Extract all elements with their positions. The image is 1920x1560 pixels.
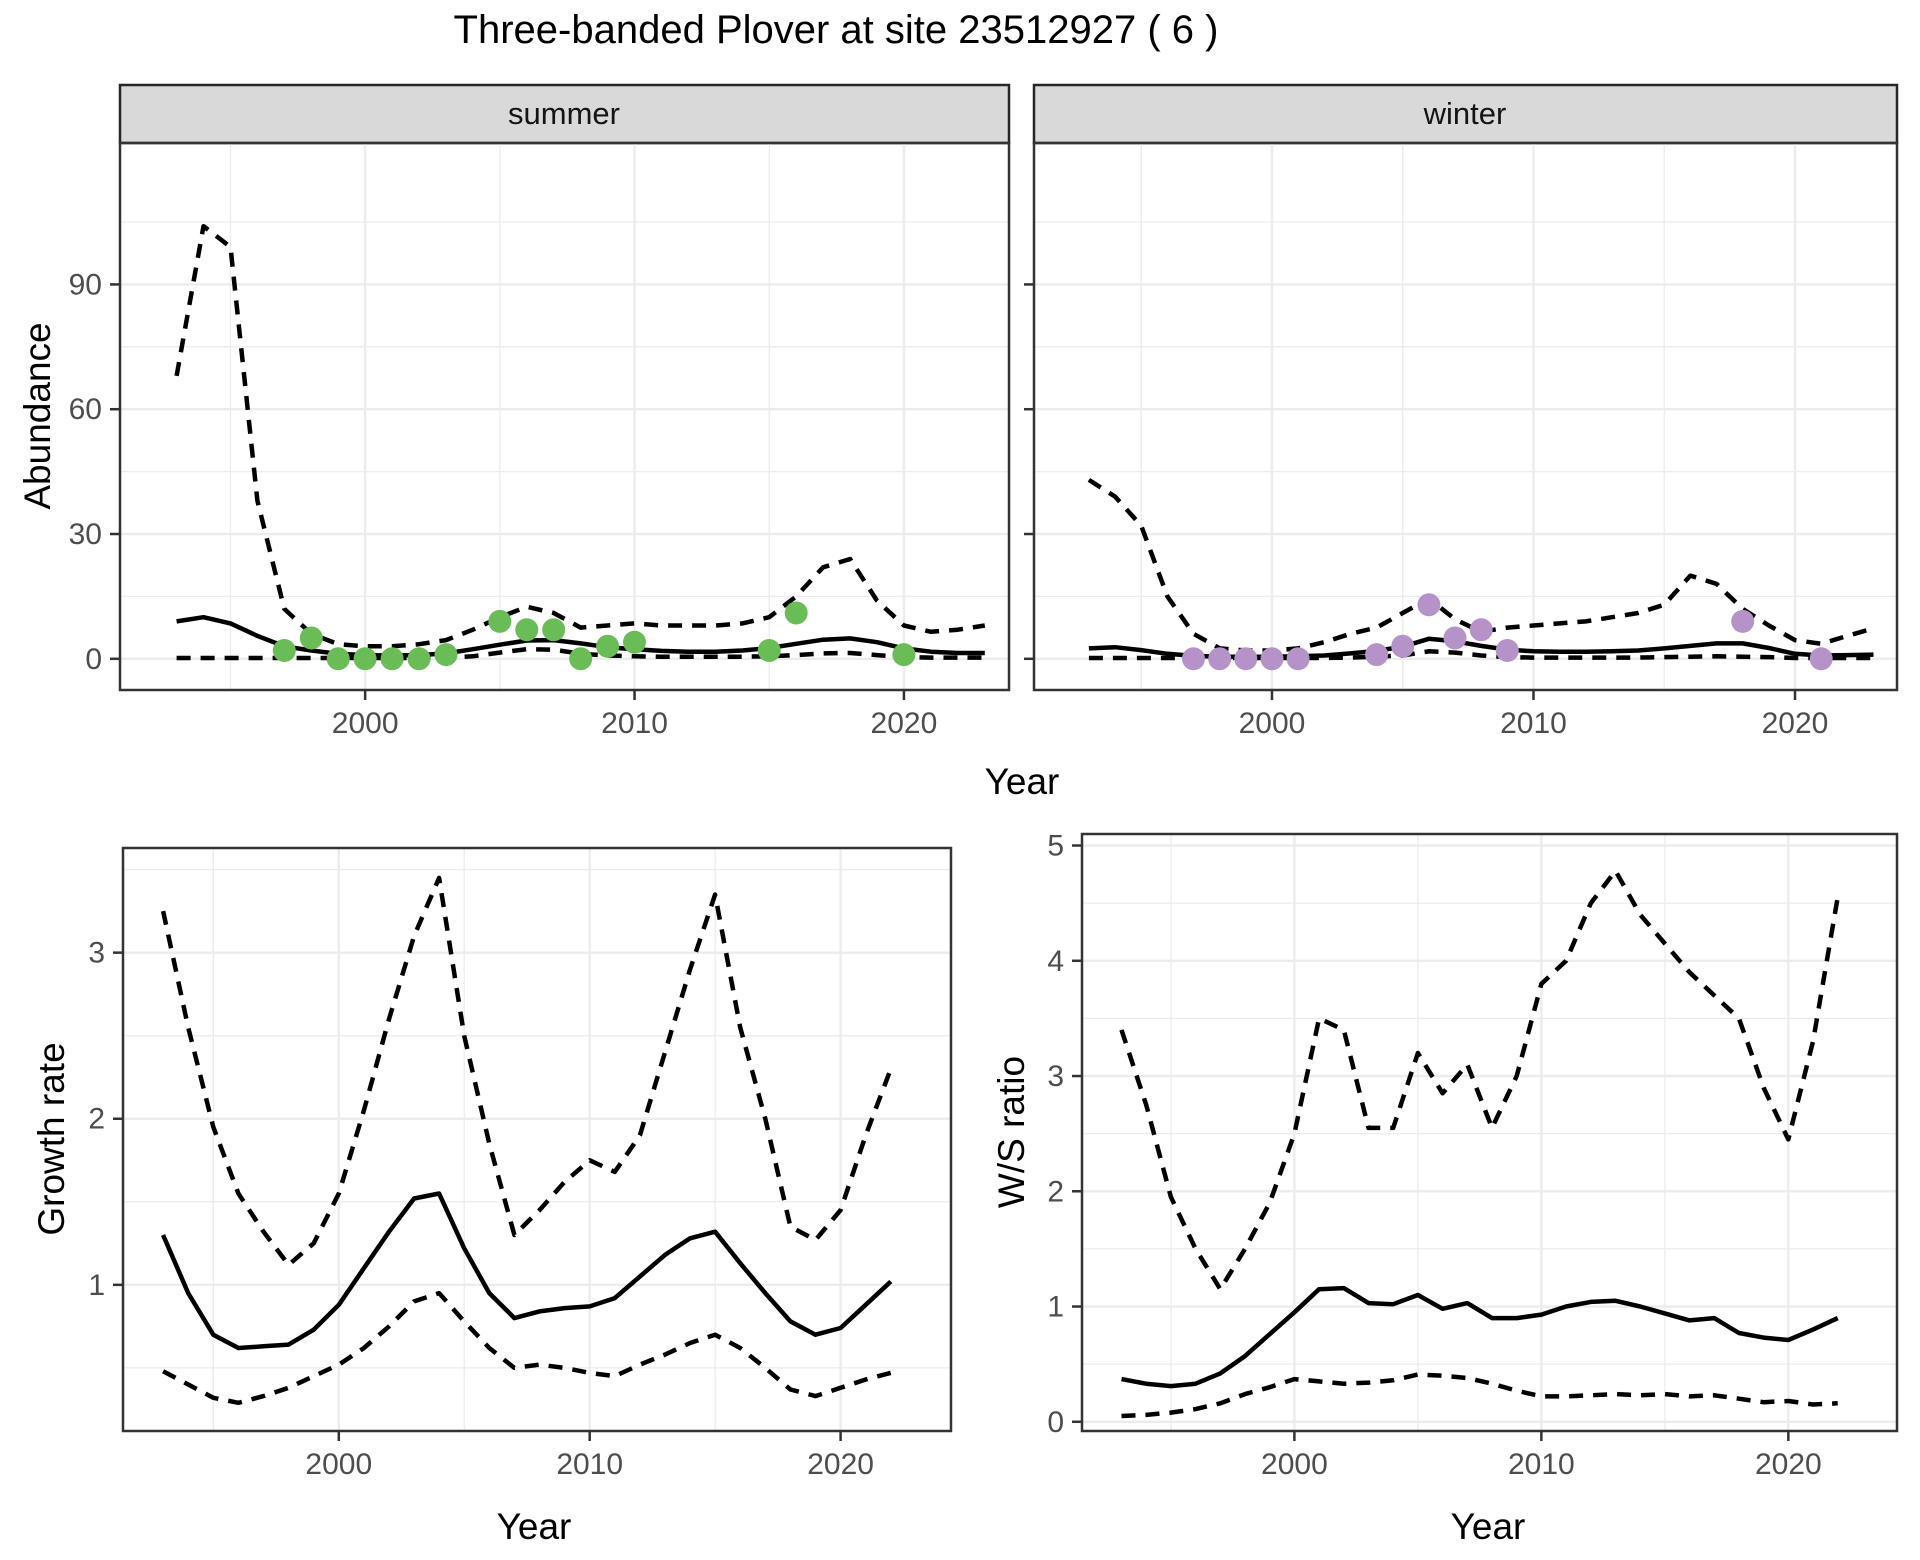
y-tick-label: 1 [1047,1291,1064,1324]
x-tick-label: 2000 [332,707,399,740]
y-axis-title-ws-ratio: W/S ratio [991,1055,1032,1209]
x-tick-label: 2000 [305,1448,372,1481]
lower-ci-line [162,1290,892,1406]
panel-border [1032,141,1899,692]
x-axis-title-year-ws: Year [1450,1506,1526,1547]
panel-border [121,846,953,1433]
observation-point [1417,593,1441,617]
x-tick-label: 2010 [1508,1448,1575,1481]
y-axis-title-growth-rate: Growth rate [31,1042,72,1236]
observation-point [596,634,620,658]
observation-point [1495,639,1519,662]
observation-point [272,639,296,662]
y-tick-label: 90 [69,268,102,301]
facet-strip-label-summer: summer [508,96,620,131]
observation-point [434,643,458,667]
y-tick-label: 60 [69,393,102,426]
y-tick-label: 0 [85,643,102,676]
facet-strip [118,83,1011,145]
observation-point [784,601,808,625]
lower-ci-line [1121,1372,1838,1419]
observation-point [1443,626,1467,650]
y-tick-label: 2 [88,1103,105,1136]
y-tick-label: 2 [1047,1175,1064,1208]
observation-point [569,647,593,671]
observation-point [542,618,566,642]
observation-point [1286,647,1310,671]
y-tick-label: 30 [69,518,102,551]
panel-border [1080,832,1899,1433]
x-tick-label: 2000 [1261,1448,1328,1481]
observation-point [1469,618,1493,642]
observation-point [1365,643,1389,667]
facet-strip [1032,83,1899,145]
observation-point [299,626,323,650]
fit-line [161,1191,893,1351]
observation-point [623,630,646,654]
y-tick-label: 3 [1047,1060,1064,1093]
x-tick-label: 2000 [1239,707,1306,740]
lower-ci-line [176,646,985,661]
x-tick-label: 2020 [807,1448,874,1481]
observation-point [1182,647,1205,671]
x-tick-label: 2010 [601,707,668,740]
y-tick-label: 4 [1047,945,1064,978]
observation-point [353,647,377,671]
upper-ci-line [174,223,986,649]
x-tick-label: 2010 [1500,707,1567,740]
fit-line [1121,1285,1839,1389]
observation-point [407,647,431,671]
upper-ci-line [160,875,893,1268]
y-tick-label: 0 [1047,1406,1064,1439]
observation-point [757,639,781,662]
observation-point [488,609,512,633]
x-tick-label: 2020 [1762,707,1829,740]
observation-point [380,647,404,671]
observation-point [1260,647,1284,671]
x-tick-label: 2020 [1755,1448,1822,1481]
observation-point [1731,609,1755,633]
y-tick-label: 5 [1047,830,1064,863]
y-axis-title-abundance: Abundance [17,322,58,510]
chart-title: Three-banded Plover at site 23512927 ( 6… [453,8,1219,52]
x-axis-title-year-top: Year [984,761,1060,802]
observation-point [1809,647,1833,671]
observation-point [1391,634,1415,658]
facet-strip-label-winter: winter [1423,96,1507,131]
upper-ci-line [1119,868,1840,1292]
y-tick-label: 1 [88,1269,105,1302]
observation-point [892,643,916,667]
y-tick-label: 3 [88,937,105,970]
fit-line [176,614,985,658]
x-tick-label: 2020 [871,707,938,740]
observation-point [1234,647,1258,671]
observation-point [1208,647,1232,671]
x-axis-title-year-growth: Year [496,1506,572,1547]
x-tick-label: 2010 [556,1448,623,1481]
panel-border [118,141,1011,692]
observation-point [515,618,539,642]
observation-point [326,647,350,671]
